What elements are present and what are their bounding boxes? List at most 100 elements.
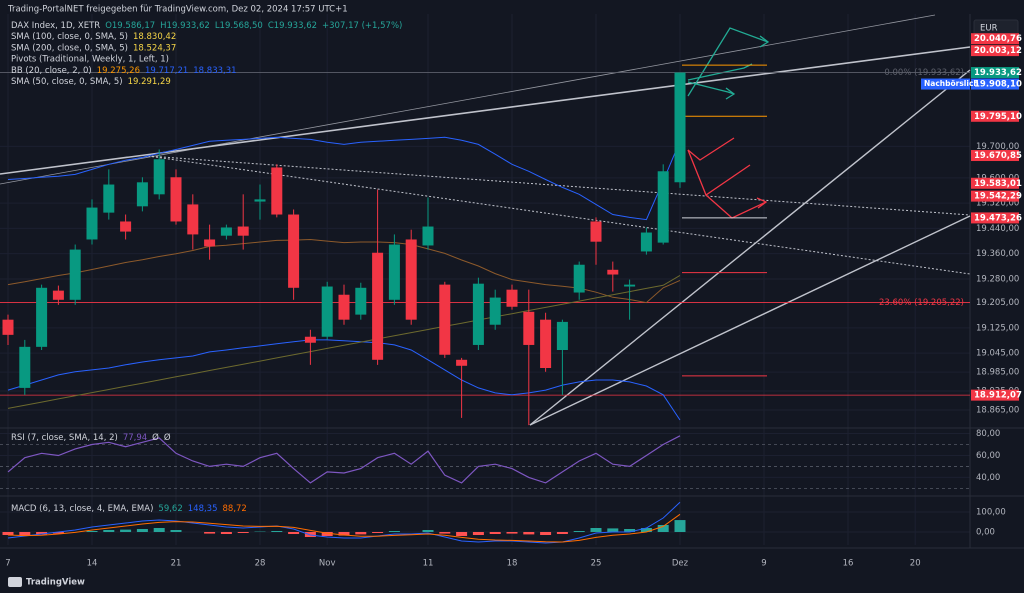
price-label: 19.933,62 (974, 68, 1022, 78)
histogram-bar (590, 528, 602, 532)
candle-body (170, 177, 182, 222)
legend-name: DAX Index, 1D, XETR (11, 21, 100, 31)
histogram-bar (153, 528, 165, 532)
x-tick-label: 14 (87, 559, 98, 569)
candle-body (372, 252, 384, 360)
legend-name: Pivots (Traditional, Weekly, 1, Left, 1) (11, 54, 169, 64)
candle-body (540, 319, 552, 368)
candle-body (204, 239, 216, 247)
y-tick-label: 18.985,00 (976, 368, 1019, 378)
candle-body (523, 311, 535, 345)
fib-label: 0.00% (19.933,62) (884, 68, 964, 78)
indicator-line (7, 513, 681, 543)
histogram-bar (321, 532, 333, 536)
fib-label: 23.60% (19.205,22) (879, 298, 964, 308)
candle-body (19, 346, 31, 388)
legend-value: 88,72 (223, 504, 247, 514)
price-label-box (971, 389, 1019, 401)
histogram-bar (36, 532, 48, 535)
candle-body (52, 290, 64, 300)
price-label-box (971, 212, 1019, 224)
candle-body (237, 226, 249, 236)
histogram-bar (556, 532, 568, 534)
candle-body (187, 204, 199, 235)
candle-body (355, 287, 367, 315)
legend-value: O19.586,17 (105, 21, 155, 31)
candle-body (120, 221, 132, 232)
histogram-bar (657, 525, 669, 532)
histogram-bar (120, 529, 132, 532)
histogram-bar (136, 529, 148, 532)
legend-value: H19.933,62 (160, 21, 210, 31)
y-tick-label: 80,00 (976, 429, 1000, 439)
histogram-bar (456, 532, 468, 536)
price-label: 18.912,07 (974, 391, 1022, 401)
legend-row: DAX Index, 1D, XETR O19.586,17 H19.933,62 L… (11, 21, 402, 31)
x-tick-label: 28 (255, 559, 266, 569)
candle-body (573, 264, 585, 293)
histogram-bar (388, 531, 400, 532)
currency: EUR (980, 24, 998, 34)
brand: TradingView (26, 578, 85, 588)
histogram-bar (624, 529, 636, 532)
legend-value: 19.291,29 (128, 77, 171, 87)
candle-body (271, 167, 283, 215)
y-tick-label: 19.520,00 (976, 199, 1019, 209)
indicator-line (7, 238, 681, 304)
y-tick-label: 40,00 (976, 473, 1000, 483)
candle-body (640, 232, 652, 252)
candle-body (405, 239, 417, 320)
candle-body (338, 294, 350, 320)
candle-body (321, 286, 333, 337)
histogram-bar (422, 530, 434, 532)
arrow-head (725, 87, 736, 100)
legend-name: MACD (6, 13, close, 4, EMA, EMA) (11, 504, 153, 514)
arrow (687, 27, 769, 97)
legend-name: SMA (200, close, 0, SMA, 5) (11, 43, 128, 53)
histogram-bar (674, 520, 686, 532)
histogram-bar (540, 532, 552, 535)
histogram-bar (489, 532, 501, 534)
histogram-bar (52, 532, 64, 534)
candle-body (304, 336, 316, 343)
legend-value: 19.275,26 (97, 65, 140, 75)
histogram-bar (439, 532, 451, 534)
indicator-line (7, 136, 681, 221)
histogram-bar (19, 532, 31, 536)
legend-value: 18.830,42 (133, 32, 176, 42)
price-label-box (971, 33, 1019, 45)
price-label-tag: Nachbörslich (924, 79, 979, 88)
histogram-bar (220, 532, 232, 534)
histogram-bar (170, 530, 182, 532)
y-tick-label: 60,00 (976, 451, 1000, 461)
price-label-tag-box (921, 78, 970, 90)
price-label: 20.003,12 (974, 46, 1022, 56)
arrow (687, 137, 735, 161)
histogram-bar (338, 532, 350, 536)
price-label: 19.795,10 (974, 112, 1022, 122)
arrow-head (759, 35, 770, 48)
logo-icon (8, 577, 22, 587)
legend-name: BB (20, close, 2, 0) (11, 65, 92, 75)
legend-value: 59,62 (158, 504, 182, 514)
legend-row: SMA (200, close, 0, SMA, 5) 18.524,37 (11, 43, 176, 53)
grid-layer (0, 14, 970, 545)
legend-value: 18.524,37 (133, 43, 176, 53)
histogram-bar (237, 532, 249, 533)
legend-value: C19.933,62 (268, 21, 317, 31)
candle-body (86, 207, 98, 240)
candle-body (456, 359, 468, 366)
legend-row: Pivots (Traditional, Weekly, 1, Left, 1) (11, 54, 169, 64)
trend-line (529, 69, 971, 426)
indicator-line (7, 339, 681, 421)
y-tick-label: 18.865,00 (976, 406, 1019, 416)
histogram-bar (573, 531, 585, 532)
legend-name: SMA (50, close, 0, SMA, 5) (11, 77, 123, 87)
y-tick-label: 19.125,00 (976, 323, 1019, 333)
y-tick-label: 19.280,00 (976, 274, 1019, 284)
indicator-line (7, 501, 681, 544)
x-tick-label: 9 (761, 559, 766, 569)
candle-body (556, 321, 568, 350)
histogram-bar (355, 532, 367, 535)
